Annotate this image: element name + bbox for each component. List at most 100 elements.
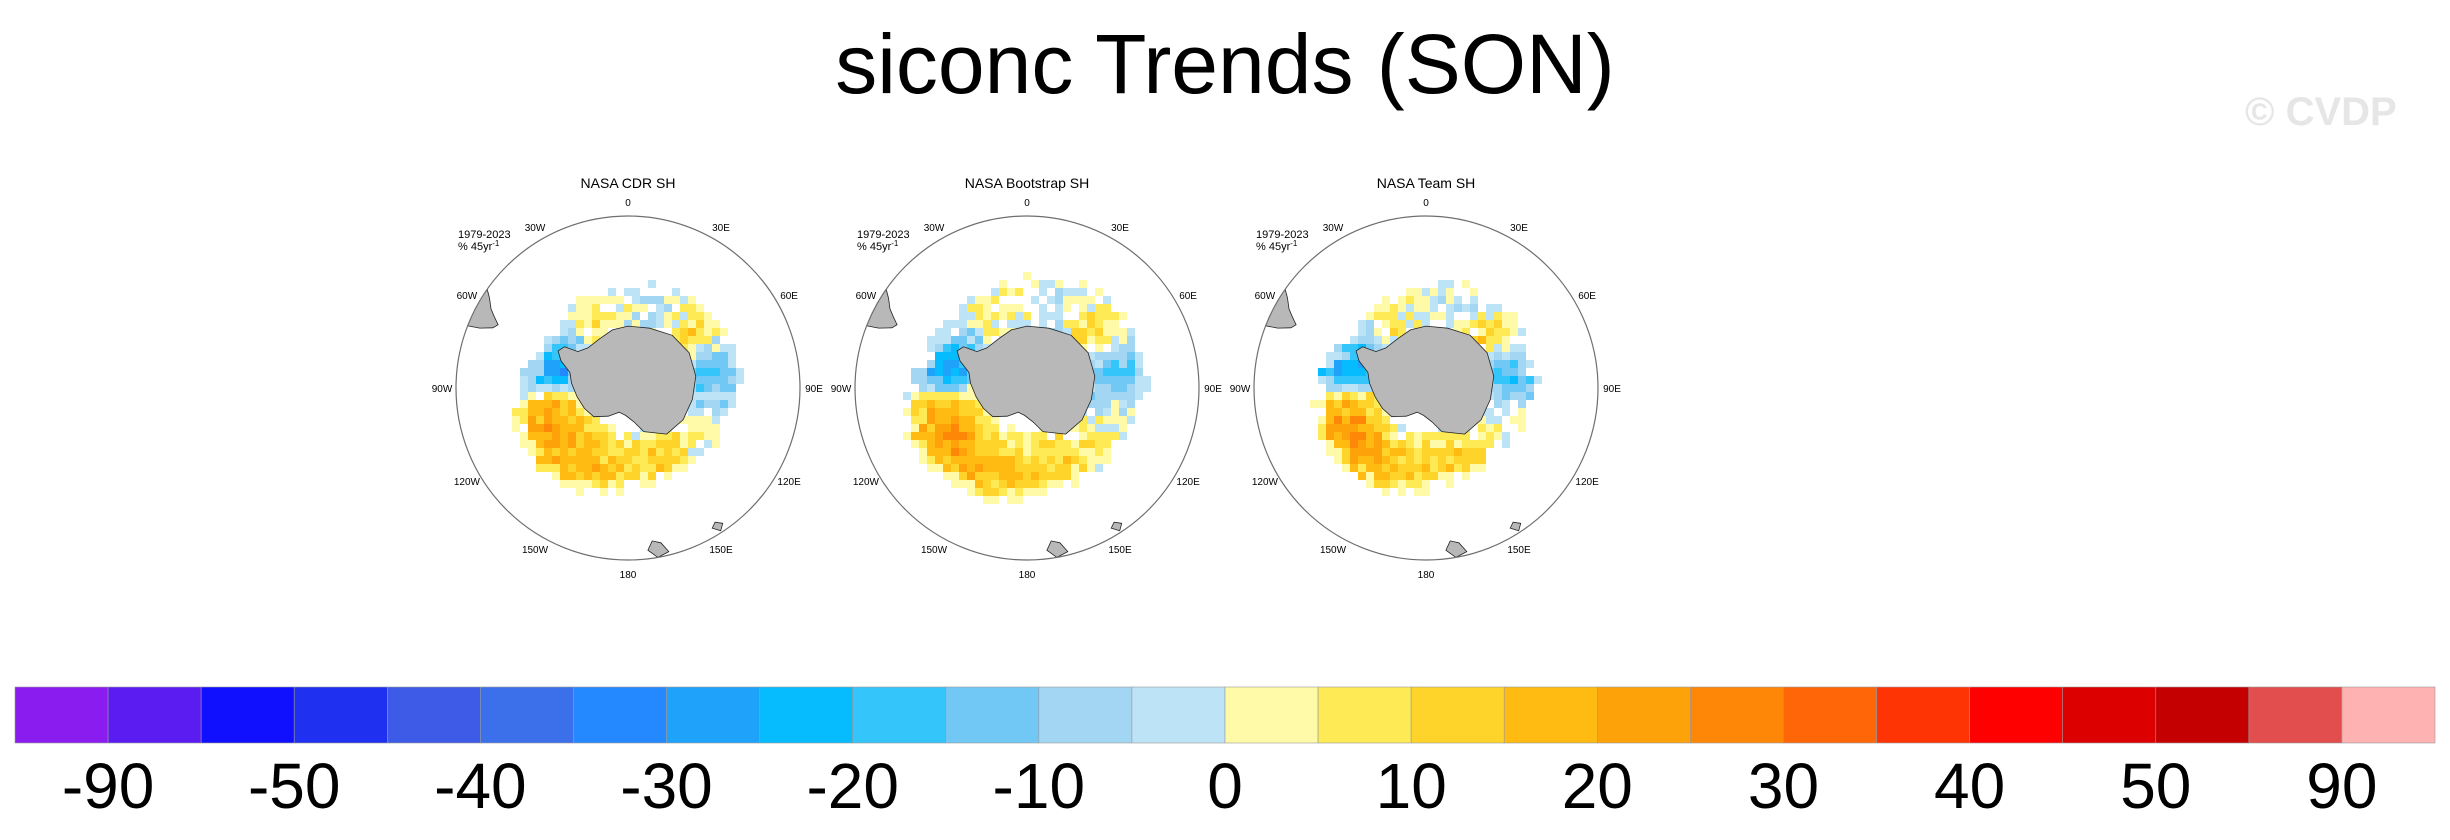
longitude-label: 150E [1507, 545, 1531, 556]
trend-cell [1382, 480, 1390, 488]
trend-cell [624, 288, 632, 296]
trend-cell [1326, 432, 1334, 440]
trend-cell [943, 472, 951, 480]
trend-cell [520, 368, 528, 376]
trend-cell [576, 432, 584, 440]
trend-cell [656, 448, 664, 456]
colorbar-swatch [107, 686, 202, 744]
trend-cell [632, 288, 640, 296]
trend-cell [991, 416, 999, 424]
trend-cell [544, 344, 552, 352]
trend-cell [1103, 376, 1111, 384]
trend-cell [1470, 456, 1478, 464]
trend-cell [1007, 448, 1015, 456]
trend-cell [1318, 432, 1326, 440]
trend-cell [1398, 480, 1406, 488]
trend-cell [1039, 456, 1047, 464]
trend-cell [1358, 392, 1366, 400]
trend-cell [1406, 448, 1414, 456]
trend-cell [991, 480, 999, 488]
trend-cell [632, 296, 640, 304]
trend-cell [1039, 320, 1047, 328]
trend-cell [1454, 304, 1462, 312]
trend-cell [1374, 472, 1382, 480]
trend-cell [1358, 416, 1366, 424]
trend-cell [1350, 424, 1358, 432]
trend-cell [1007, 472, 1015, 480]
trend-cell [1071, 288, 1079, 296]
trend-cell [1055, 464, 1063, 472]
trend-cell [1326, 448, 1334, 456]
longitude-label: 60E [780, 291, 798, 302]
trend-cell [1406, 464, 1414, 472]
trend-cell [592, 312, 600, 320]
trend-cell [951, 384, 959, 392]
trend-cell [1382, 456, 1390, 464]
trend-cell [1047, 456, 1055, 464]
longitude-label: 30E [1510, 223, 1528, 234]
trend-cell [616, 448, 624, 456]
trend-cell [712, 400, 720, 408]
trend-cell [1318, 376, 1326, 384]
trend-cell [600, 456, 608, 464]
trend-cell [560, 456, 568, 464]
trend-cell [1510, 384, 1518, 392]
trend-cell [1470, 312, 1478, 320]
trend-cell [1055, 304, 1063, 312]
trend-cell [536, 368, 544, 376]
trend-cell [656, 296, 664, 304]
trend-cell [975, 312, 983, 320]
trend-cell [943, 448, 951, 456]
trend-cell [1111, 368, 1119, 376]
trend-cell [1374, 408, 1382, 416]
trend-cell [640, 296, 648, 304]
trend-cell [927, 400, 935, 408]
trend-cell [1446, 456, 1454, 464]
trend-cell [1414, 464, 1422, 472]
trend-cell [592, 456, 600, 464]
longitude-label: 150E [709, 545, 733, 556]
trend-cell [959, 376, 967, 384]
trend-cell [1087, 424, 1095, 432]
trend-cell [1510, 376, 1518, 384]
trend-cell [568, 336, 576, 344]
trend-cell [1334, 376, 1342, 384]
trend-cell [1382, 464, 1390, 472]
trend-cell [584, 464, 592, 472]
trend-cell [1063, 472, 1071, 480]
trend-cell [696, 304, 704, 312]
trend-cell [592, 296, 600, 304]
trend-cell [640, 320, 648, 328]
trend-cell [712, 392, 720, 400]
trend-cell [1342, 432, 1350, 440]
trend-cell [696, 392, 704, 400]
trend-cell [1119, 368, 1127, 376]
trend-cell [959, 464, 967, 472]
trend-cell [1374, 456, 1382, 464]
trend-cell [1063, 288, 1071, 296]
trend-cell [664, 440, 672, 448]
colorbar-tick-label: -20 [806, 750, 899, 822]
trend-cell [640, 480, 648, 488]
trend-cell [608, 424, 616, 432]
trend-cell [1454, 296, 1462, 304]
trend-cell [1071, 320, 1079, 328]
trend-cell [1055, 432, 1063, 440]
trend-cell [1518, 368, 1526, 376]
trend-cell [576, 336, 584, 344]
trend-cell [1366, 440, 1374, 448]
trend-cell [1382, 432, 1390, 440]
trend-cell [959, 416, 967, 424]
trend-cell [1382, 304, 1390, 312]
trend-cell [983, 416, 991, 424]
trend-cell [584, 472, 592, 480]
trend-cell [1334, 440, 1342, 448]
trend-cell [704, 376, 712, 384]
trend-cell [512, 424, 520, 432]
trend-cell [576, 456, 584, 464]
trend-cell [1478, 312, 1486, 320]
trend-cell [712, 424, 720, 432]
trend-cell [903, 392, 911, 400]
trend-cell [592, 416, 600, 424]
trend-cell [935, 392, 943, 400]
